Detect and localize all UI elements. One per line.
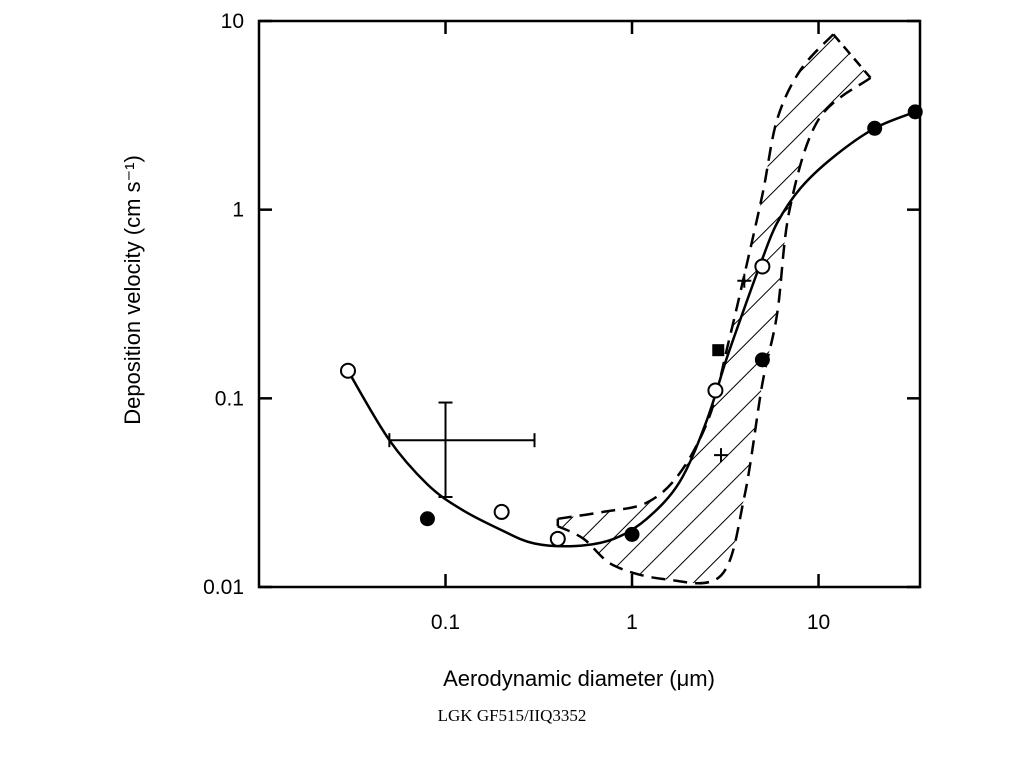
- y-tick-label: 10: [221, 10, 244, 33]
- x-tick-label: 1: [626, 611, 638, 634]
- data-point-filled-circle: [754, 352, 770, 368]
- plot-frame: [257, 19, 922, 589]
- data-point-open-circle: [493, 503, 510, 520]
- x-tick-label: 10: [807, 611, 830, 634]
- shaded-band: [556, 33, 872, 585]
- band-upper-edge: [557, 33, 835, 521]
- y-tick-label: 0.1: [215, 387, 244, 410]
- data-point-open-circle: [549, 530, 566, 547]
- y-axis-title: Deposition velocity (cm s⁻¹): [120, 155, 145, 425]
- data-points: [339, 104, 923, 547]
- data-point-open-circle: [754, 258, 771, 275]
- data-point-open-circle: [339, 362, 356, 379]
- data-point-filled-circle: [419, 511, 435, 527]
- band-right-edge: [832, 33, 872, 79]
- fitted-curve-line: [346, 110, 916, 548]
- band-hatch: [557, 34, 871, 584]
- data-point-filled-circle: [624, 526, 640, 542]
- data-point-plus: [737, 273, 752, 288]
- data-point-filled-circle: [867, 120, 883, 136]
- fitted-curve: [346, 110, 916, 548]
- x-axis-title: Aerodynamic diameter (μm): [443, 666, 715, 691]
- data-point-filled-square: [712, 344, 725, 357]
- y-tick-label: 1: [232, 199, 244, 222]
- y-tick-label: 0.01: [203, 576, 244, 599]
- data-point-plus: [714, 448, 729, 463]
- x-tick-label: 0.1: [431, 611, 460, 634]
- image-caption: LGK GF515/IIQ3352: [437, 706, 587, 725]
- axis-ticks: 0.1 1 10 0.01 0.1 1 10: [203, 10, 920, 634]
- error-bar: [388, 401, 536, 498]
- data-point-filled-circle: [907, 104, 923, 120]
- band-lower-edge: [557, 76, 872, 585]
- data-point-open-circle: [707, 382, 724, 399]
